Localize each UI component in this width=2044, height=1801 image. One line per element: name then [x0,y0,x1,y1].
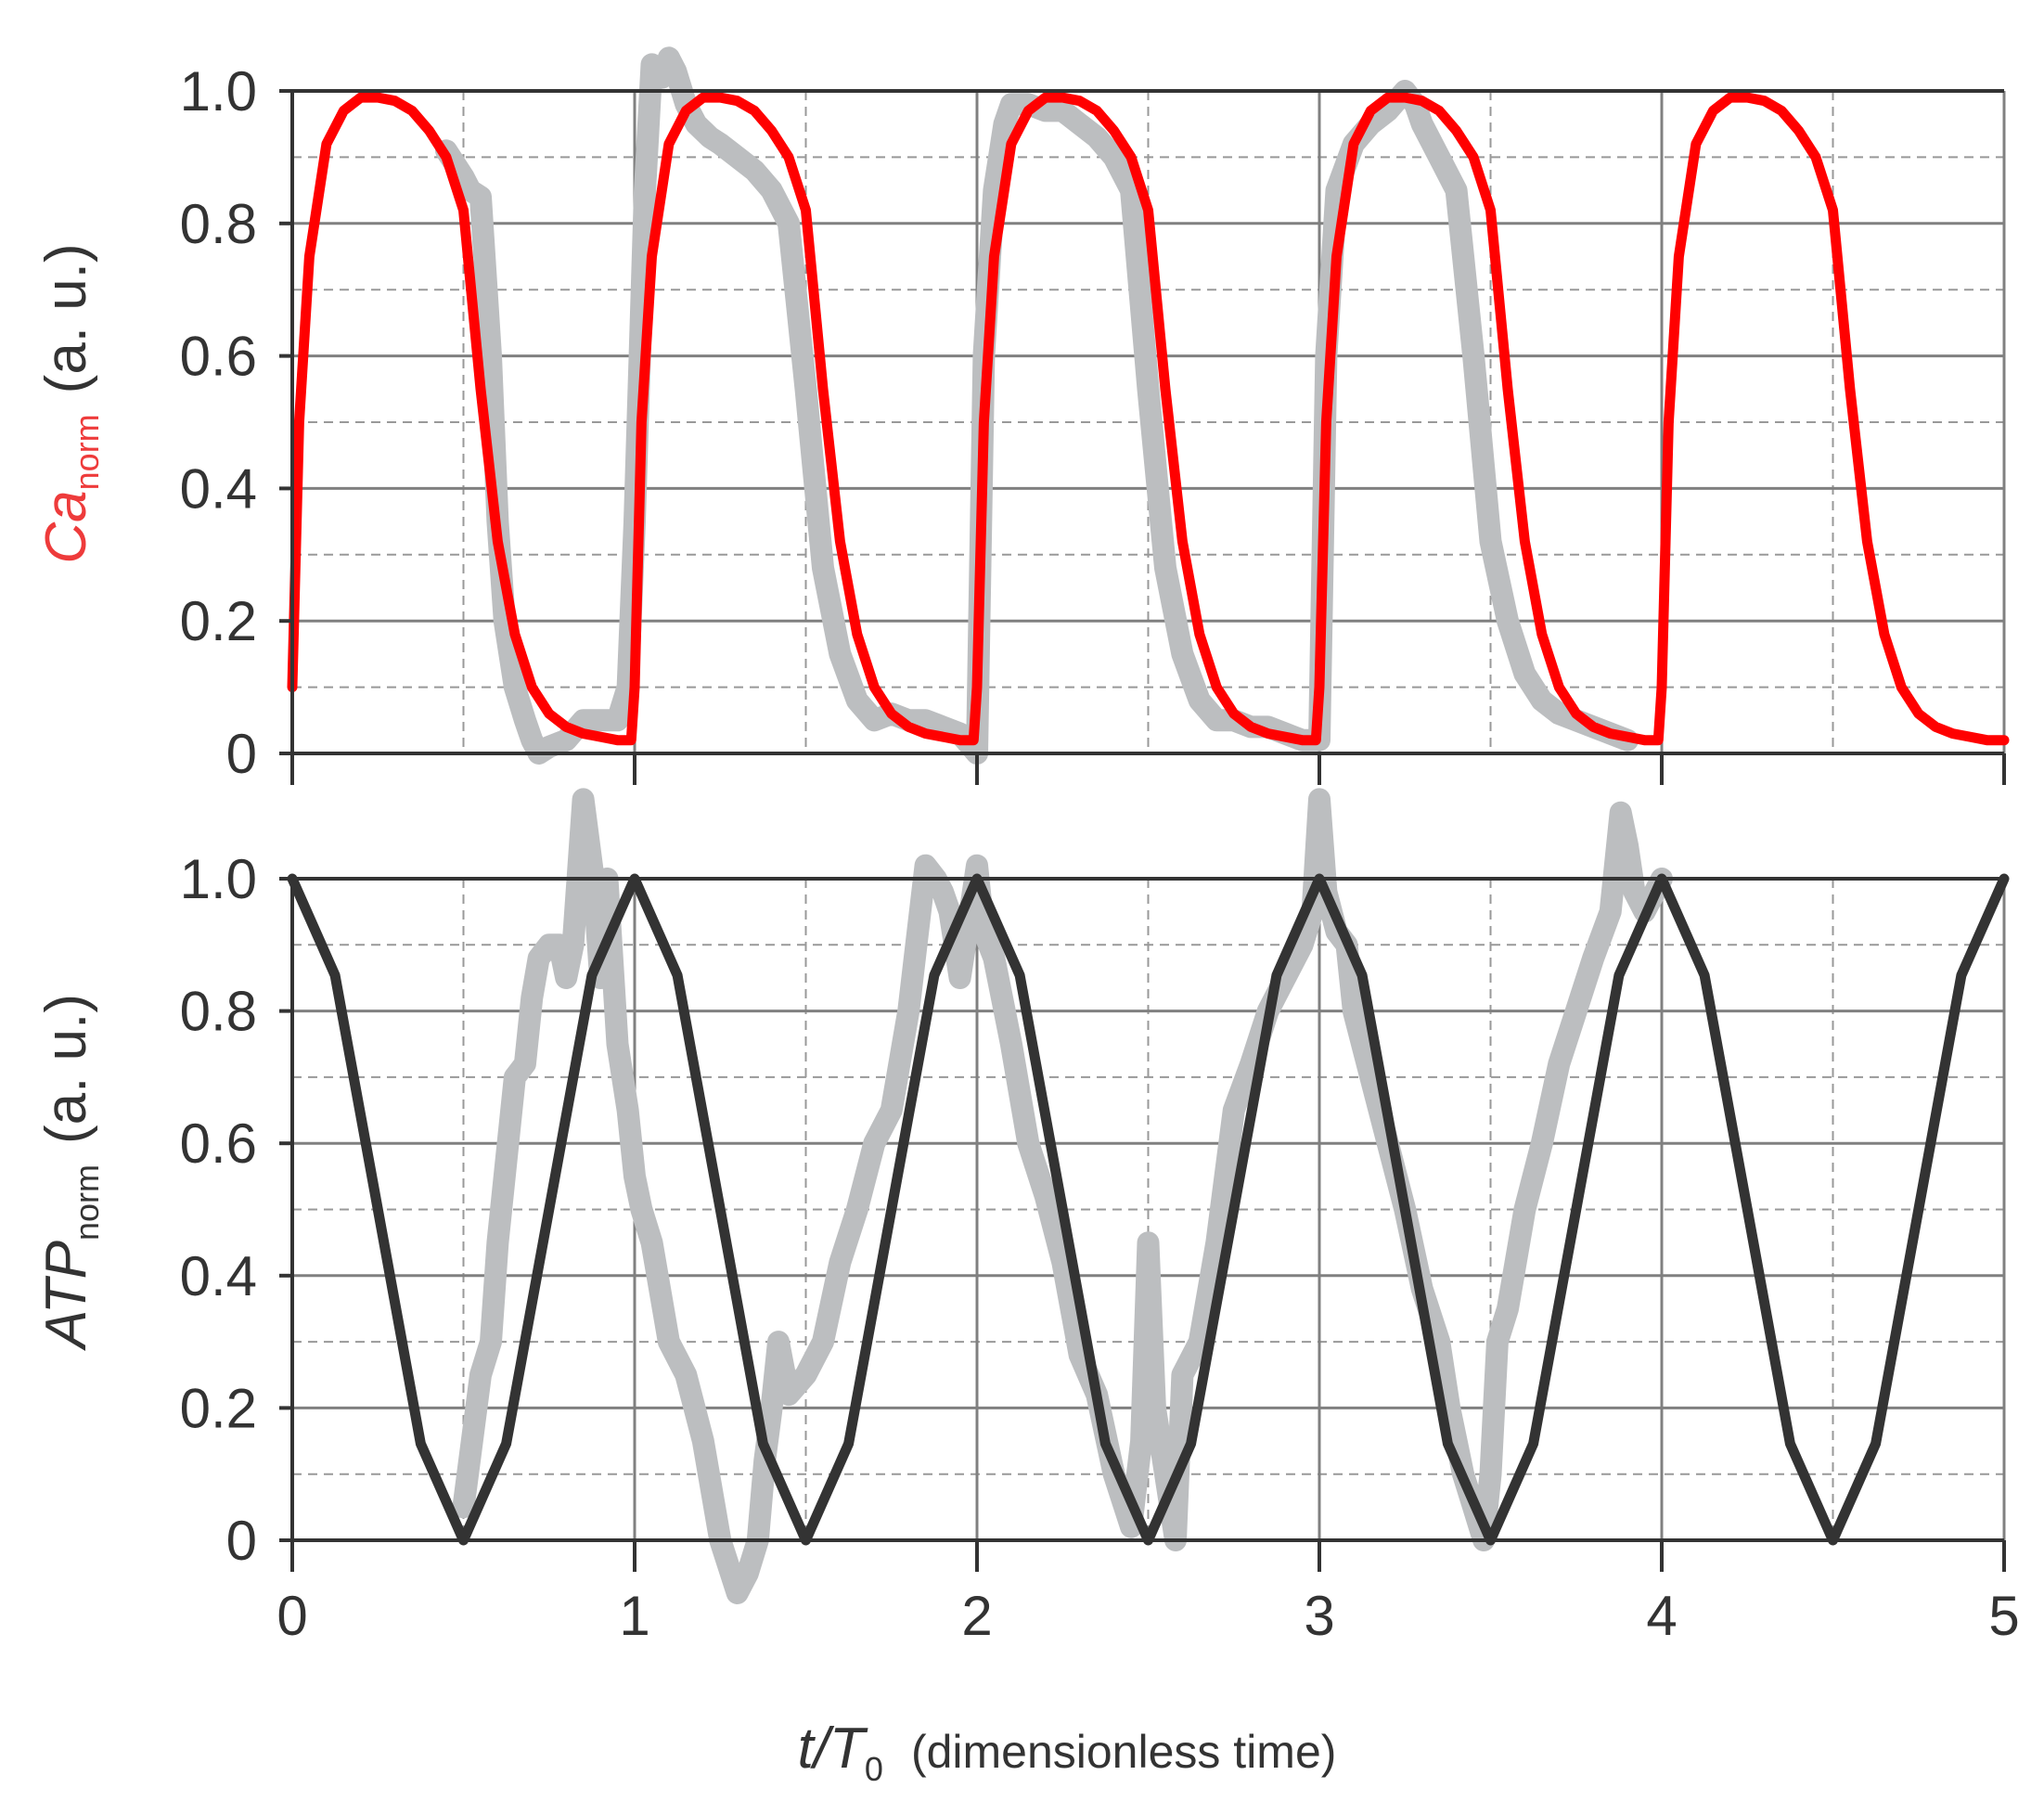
atp-panel: 0 0.2 0.4 0.6 0.8 1.0 0 1 2 3 4 5 [180,788,2020,1647]
atp-ylabel-sub: norm [68,1164,106,1241]
atp-y-tick-label: 0.8 [180,981,257,1043]
ca-measured-series [435,46,1639,765]
atp-x-tick-label: 1 [619,1585,649,1647]
ca-y-tick-label: 1.0 [180,60,257,122]
atp-ylabel-main: ATP [34,1241,98,1352]
atp-x-tick-label: 5 [1988,1585,2019,1647]
ca-fit-series [287,92,2010,746]
xlabel-main: t/T [798,1717,868,1781]
atp-y-tick-label: 0.6 [180,1113,257,1175]
atp-x-tick-label: 2 [961,1585,992,1647]
atp-y-tick-label: 1.0 [180,848,257,910]
ca-panel: 0 0.2 0.4 0.6 0.8 1.0 [180,46,2010,785]
atp-x-tick-label: 3 [1304,1585,1334,1647]
atp-ylabel-unit: (a. u.) [34,994,98,1144]
ca-y-tick-label: 0.8 [180,193,257,255]
ca-y-tick-label: 0.4 [180,457,257,520]
atp-x-tick-label: 0 [276,1585,307,1647]
ca-y-tick-label: 0.2 [180,590,257,652]
ca-ylabel-sub: norm [68,414,106,490]
xlabel-sub: 0 [865,1750,883,1788]
ca-y-tick-label: 0.6 [180,326,257,388]
atp-y-tick-label: 0 [226,1510,257,1572]
atp-x-tick-label: 4 [1646,1585,1677,1647]
ca-ylabel-unit: (a. u.) [34,243,98,393]
atp-ylabel: ATPnorm (a. u.) [34,994,106,1352]
ca-ylabel: Canorm (a. u.) [34,243,106,563]
atp-y-tick-label: 0.4 [180,1245,257,1307]
ca-ylabel-main: Ca [34,490,98,563]
x-axis-title: t/T0 (dimensionless time) [798,1717,1337,1788]
xlabel-note: (dimensionless time) [911,1726,1336,1778]
atp-y-tick-label: 0.2 [180,1377,257,1439]
ca-y-tick-label: 0 [226,723,257,785]
